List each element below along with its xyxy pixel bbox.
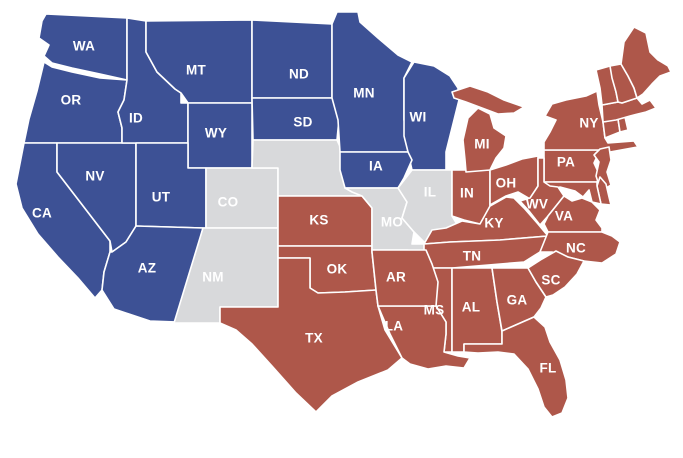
state-mn [331, 11, 413, 153]
state-tx [219, 257, 403, 413]
state-sc [527, 250, 585, 298]
state-ar [371, 249, 439, 307]
state-sd [251, 97, 341, 141]
state-la [377, 305, 471, 370]
state-pa [543, 149, 601, 183]
state-nd [251, 19, 333, 99]
state-me [620, 26, 672, 99]
state-shapes [15, 11, 672, 418]
state-mi-lower [462, 107, 507, 173]
state-ny [543, 90, 639, 153]
state-co [205, 167, 279, 229]
state-mi-upper [451, 85, 525, 115]
state-nc [539, 231, 621, 264]
state-fl [463, 316, 569, 418]
state-ks [277, 195, 373, 247]
state-wi [403, 61, 460, 171]
state-wy [187, 102, 253, 169]
